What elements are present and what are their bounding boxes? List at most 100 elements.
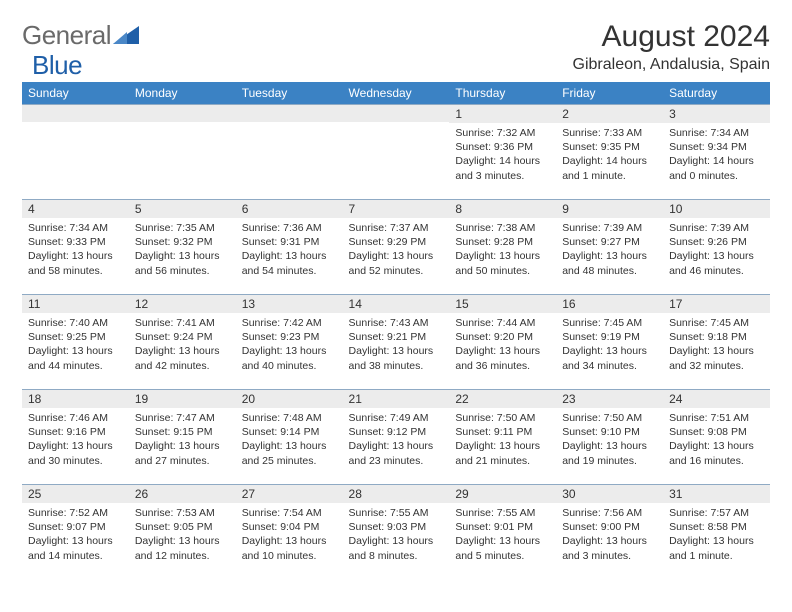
sunrise-text: Sunrise: 7:52 AM (28, 506, 123, 520)
day-number (129, 105, 236, 122)
sunset-text: Sunset: 9:11 PM (455, 425, 550, 439)
calendar-day-cell: 3Sunrise: 7:34 AMSunset: 9:34 PMDaylight… (663, 105, 770, 200)
day-number: 7 (343, 200, 450, 218)
day-data: Sunrise: 7:55 AMSunset: 9:01 PMDaylight:… (449, 503, 556, 566)
daylight-text: Daylight: 13 hours and 30 minutes. (28, 439, 123, 467)
location: Gibraleon, Andalusia, Spain (573, 56, 770, 74)
daylight-text: Daylight: 13 hours and 5 minutes. (455, 534, 550, 562)
sunset-text: Sunset: 9:14 PM (242, 425, 337, 439)
calendar-day-cell: 17Sunrise: 7:45 AMSunset: 9:18 PMDayligh… (663, 295, 770, 390)
day-number: 1 (449, 105, 556, 123)
calendar-day-cell: 13Sunrise: 7:42 AMSunset: 9:23 PMDayligh… (236, 295, 343, 390)
day-number: 9 (556, 200, 663, 218)
sunset-text: Sunset: 8:58 PM (669, 520, 764, 534)
calendar-day-cell: 15Sunrise: 7:44 AMSunset: 9:20 PMDayligh… (449, 295, 556, 390)
calendar-day-cell: 28Sunrise: 7:55 AMSunset: 9:03 PMDayligh… (343, 485, 450, 580)
logo: General (22, 20, 141, 51)
day-data: Sunrise: 7:57 AMSunset: 8:58 PMDaylight:… (663, 503, 770, 566)
day-data: Sunrise: 7:52 AMSunset: 9:07 PMDaylight:… (22, 503, 129, 566)
daylight-text: Daylight: 13 hours and 14 minutes. (28, 534, 123, 562)
day-number: 27 (236, 485, 343, 503)
day-number: 12 (129, 295, 236, 313)
sunset-text: Sunset: 9:33 PM (28, 235, 123, 249)
sunrise-text: Sunrise: 7:56 AM (562, 506, 657, 520)
day-data: Sunrise: 7:40 AMSunset: 9:25 PMDaylight:… (22, 313, 129, 376)
day-number: 15 (449, 295, 556, 313)
calendar-week-row: 11Sunrise: 7:40 AMSunset: 9:25 PMDayligh… (22, 295, 770, 390)
daylight-text: Daylight: 14 hours and 3 minutes. (455, 154, 550, 182)
calendar-day-cell: 6Sunrise: 7:36 AMSunset: 9:31 PMDaylight… (236, 200, 343, 295)
daylight-text: Daylight: 13 hours and 25 minutes. (242, 439, 337, 467)
sunrise-text: Sunrise: 7:41 AM (135, 316, 230, 330)
sunrise-text: Sunrise: 7:48 AM (242, 411, 337, 425)
logo-row2: Blue (32, 50, 82, 81)
sunrise-text: Sunrise: 7:53 AM (135, 506, 230, 520)
sunrise-text: Sunrise: 7:37 AM (349, 221, 444, 235)
calendar-day-cell: 12 Sunrise: 7:41 AMSunset: 9:24 PMDayligh… (129, 295, 236, 390)
sunrise-text: Sunrise: 7:55 AM (455, 506, 550, 520)
daylight-text: Daylight: 13 hours and 27 minutes. (135, 439, 230, 467)
day-number: 20 (236, 390, 343, 408)
sunset-text: Sunset: 9:36 PM (455, 140, 550, 154)
sunset-text: Sunset: 9:08 PM (669, 425, 764, 439)
day-number: 30 (556, 485, 663, 503)
daylight-text: Daylight: 14 hours and 0 minutes. (669, 154, 764, 182)
sunset-text: Sunset: 9:05 PM (135, 520, 230, 534)
calendar-day-cell: 30Sunrise: 7:56 AMSunset: 9:00 PMDayligh… (556, 485, 663, 580)
sunrise-text: Sunrise: 7:38 AM (455, 221, 550, 235)
day-data: Sunrise: 7:32 AMSunset: 9:36 PMDaylight:… (449, 123, 556, 186)
daylight-text: Daylight: 13 hours and 46 minutes. (669, 249, 764, 277)
sunset-text: Sunset: 9:12 PM (349, 425, 444, 439)
daylight-text: Daylight: 13 hours and 52 minutes. (349, 249, 444, 277)
day-data: Sunrise: 7:46 AMSunset: 9:16 PMDaylight:… (22, 408, 129, 471)
weekday-header: Tuesday (236, 82, 343, 105)
day-number: 4 (22, 200, 129, 218)
calendar-day-cell (22, 105, 129, 200)
daylight-text: Daylight: 13 hours and 32 minutes. (669, 344, 764, 372)
sunset-text: Sunset: 9:15 PM (135, 425, 230, 439)
day-number: 19 (129, 390, 236, 408)
daylight-text: Daylight: 13 hours and 48 minutes. (562, 249, 657, 277)
title-block: August 2024 Gibraleon, Andalusia, Spain (573, 20, 770, 74)
day-data: Sunrise: 7:48 AMSunset: 9:14 PMDaylight:… (236, 408, 343, 471)
sunrise-text: Sunrise: 7:55 AM (349, 506, 444, 520)
calendar-day-cell (343, 105, 450, 200)
day-data: Sunrise: 7:43 AMSunset: 9:21 PMDaylight:… (343, 313, 450, 376)
calendar-week-row: 18Sunrise: 7:46 AMSunset: 9:16 PMDayligh… (22, 390, 770, 485)
sunrise-text: Sunrise: 7:50 AM (562, 411, 657, 425)
day-data: Sunrise: 7:35 AMSunset: 9:32 PMDaylight:… (129, 218, 236, 281)
sunset-text: Sunset: 9:31 PM (242, 235, 337, 249)
daylight-text: Daylight: 13 hours and 42 minutes. (135, 344, 230, 372)
sunset-text: Sunset: 9:32 PM (135, 235, 230, 249)
weekday-header: Sunday (22, 82, 129, 105)
calendar-day-cell: 11Sunrise: 7:40 AMSunset: 9:25 PMDayligh… (22, 295, 129, 390)
sunset-text: Sunset: 9:27 PM (562, 235, 657, 249)
sunset-text: Sunset: 9:24 PM (135, 330, 230, 344)
day-data: Sunrise: 7:47 AMSunset: 9:15 PMDaylight:… (129, 408, 236, 471)
sunrise-text: Sunrise: 7:45 AM (562, 316, 657, 330)
sunset-text: Sunset: 9:00 PM (562, 520, 657, 534)
sunrise-text: Sunrise: 7:40 AM (28, 316, 123, 330)
day-data: Sunrise: 7:39 AMSunset: 9:26 PMDaylight:… (663, 218, 770, 281)
weekday-header: Wednesday (343, 82, 450, 105)
calendar-day-cell: 26Sunrise: 7:53 AMSunset: 9:05 PMDayligh… (129, 485, 236, 580)
day-number: 6 (236, 200, 343, 218)
sunrise-text: Sunrise: 7:45 AM (669, 316, 764, 330)
day-number: 8 (449, 200, 556, 218)
day-number: 16 (556, 295, 663, 313)
calendar-day-cell: 9Sunrise: 7:39 AMSunset: 9:27 PMDaylight… (556, 200, 663, 295)
sunset-text: Sunset: 9:16 PM (28, 425, 123, 439)
calendar-day-cell: 20Sunrise: 7:48 AMSunset: 9:14 PMDayligh… (236, 390, 343, 485)
calendar-week-row: 25Sunrise: 7:52 AMSunset: 9:07 PMDayligh… (22, 485, 770, 580)
sunset-text: Sunset: 9:34 PM (669, 140, 764, 154)
day-data: Sunrise: 7:34 AMSunset: 9:34 PMDaylight:… (663, 123, 770, 186)
calendar-day-cell: 31Sunrise: 7:57 AMSunset: 8:58 PMDayligh… (663, 485, 770, 580)
day-data: Sunrise: 7:45 AMSunset: 9:19 PMDaylight:… (556, 313, 663, 376)
calendar-day-cell: 10Sunrise: 7:39 AMSunset: 9:26 PMDayligh… (663, 200, 770, 295)
sunrise-text: Sunrise: 7:33 AM (562, 126, 657, 140)
day-data: Sunrise: 7:36 AMSunset: 9:31 PMDaylight:… (236, 218, 343, 281)
day-data: Sunrise: 7:39 AMSunset: 9:27 PMDaylight:… (556, 218, 663, 281)
day-number: 11 (22, 295, 129, 313)
sunrise-text: Sunrise: 7:51 AM (669, 411, 764, 425)
daylight-text: Daylight: 13 hours and 36 minutes. (455, 344, 550, 372)
